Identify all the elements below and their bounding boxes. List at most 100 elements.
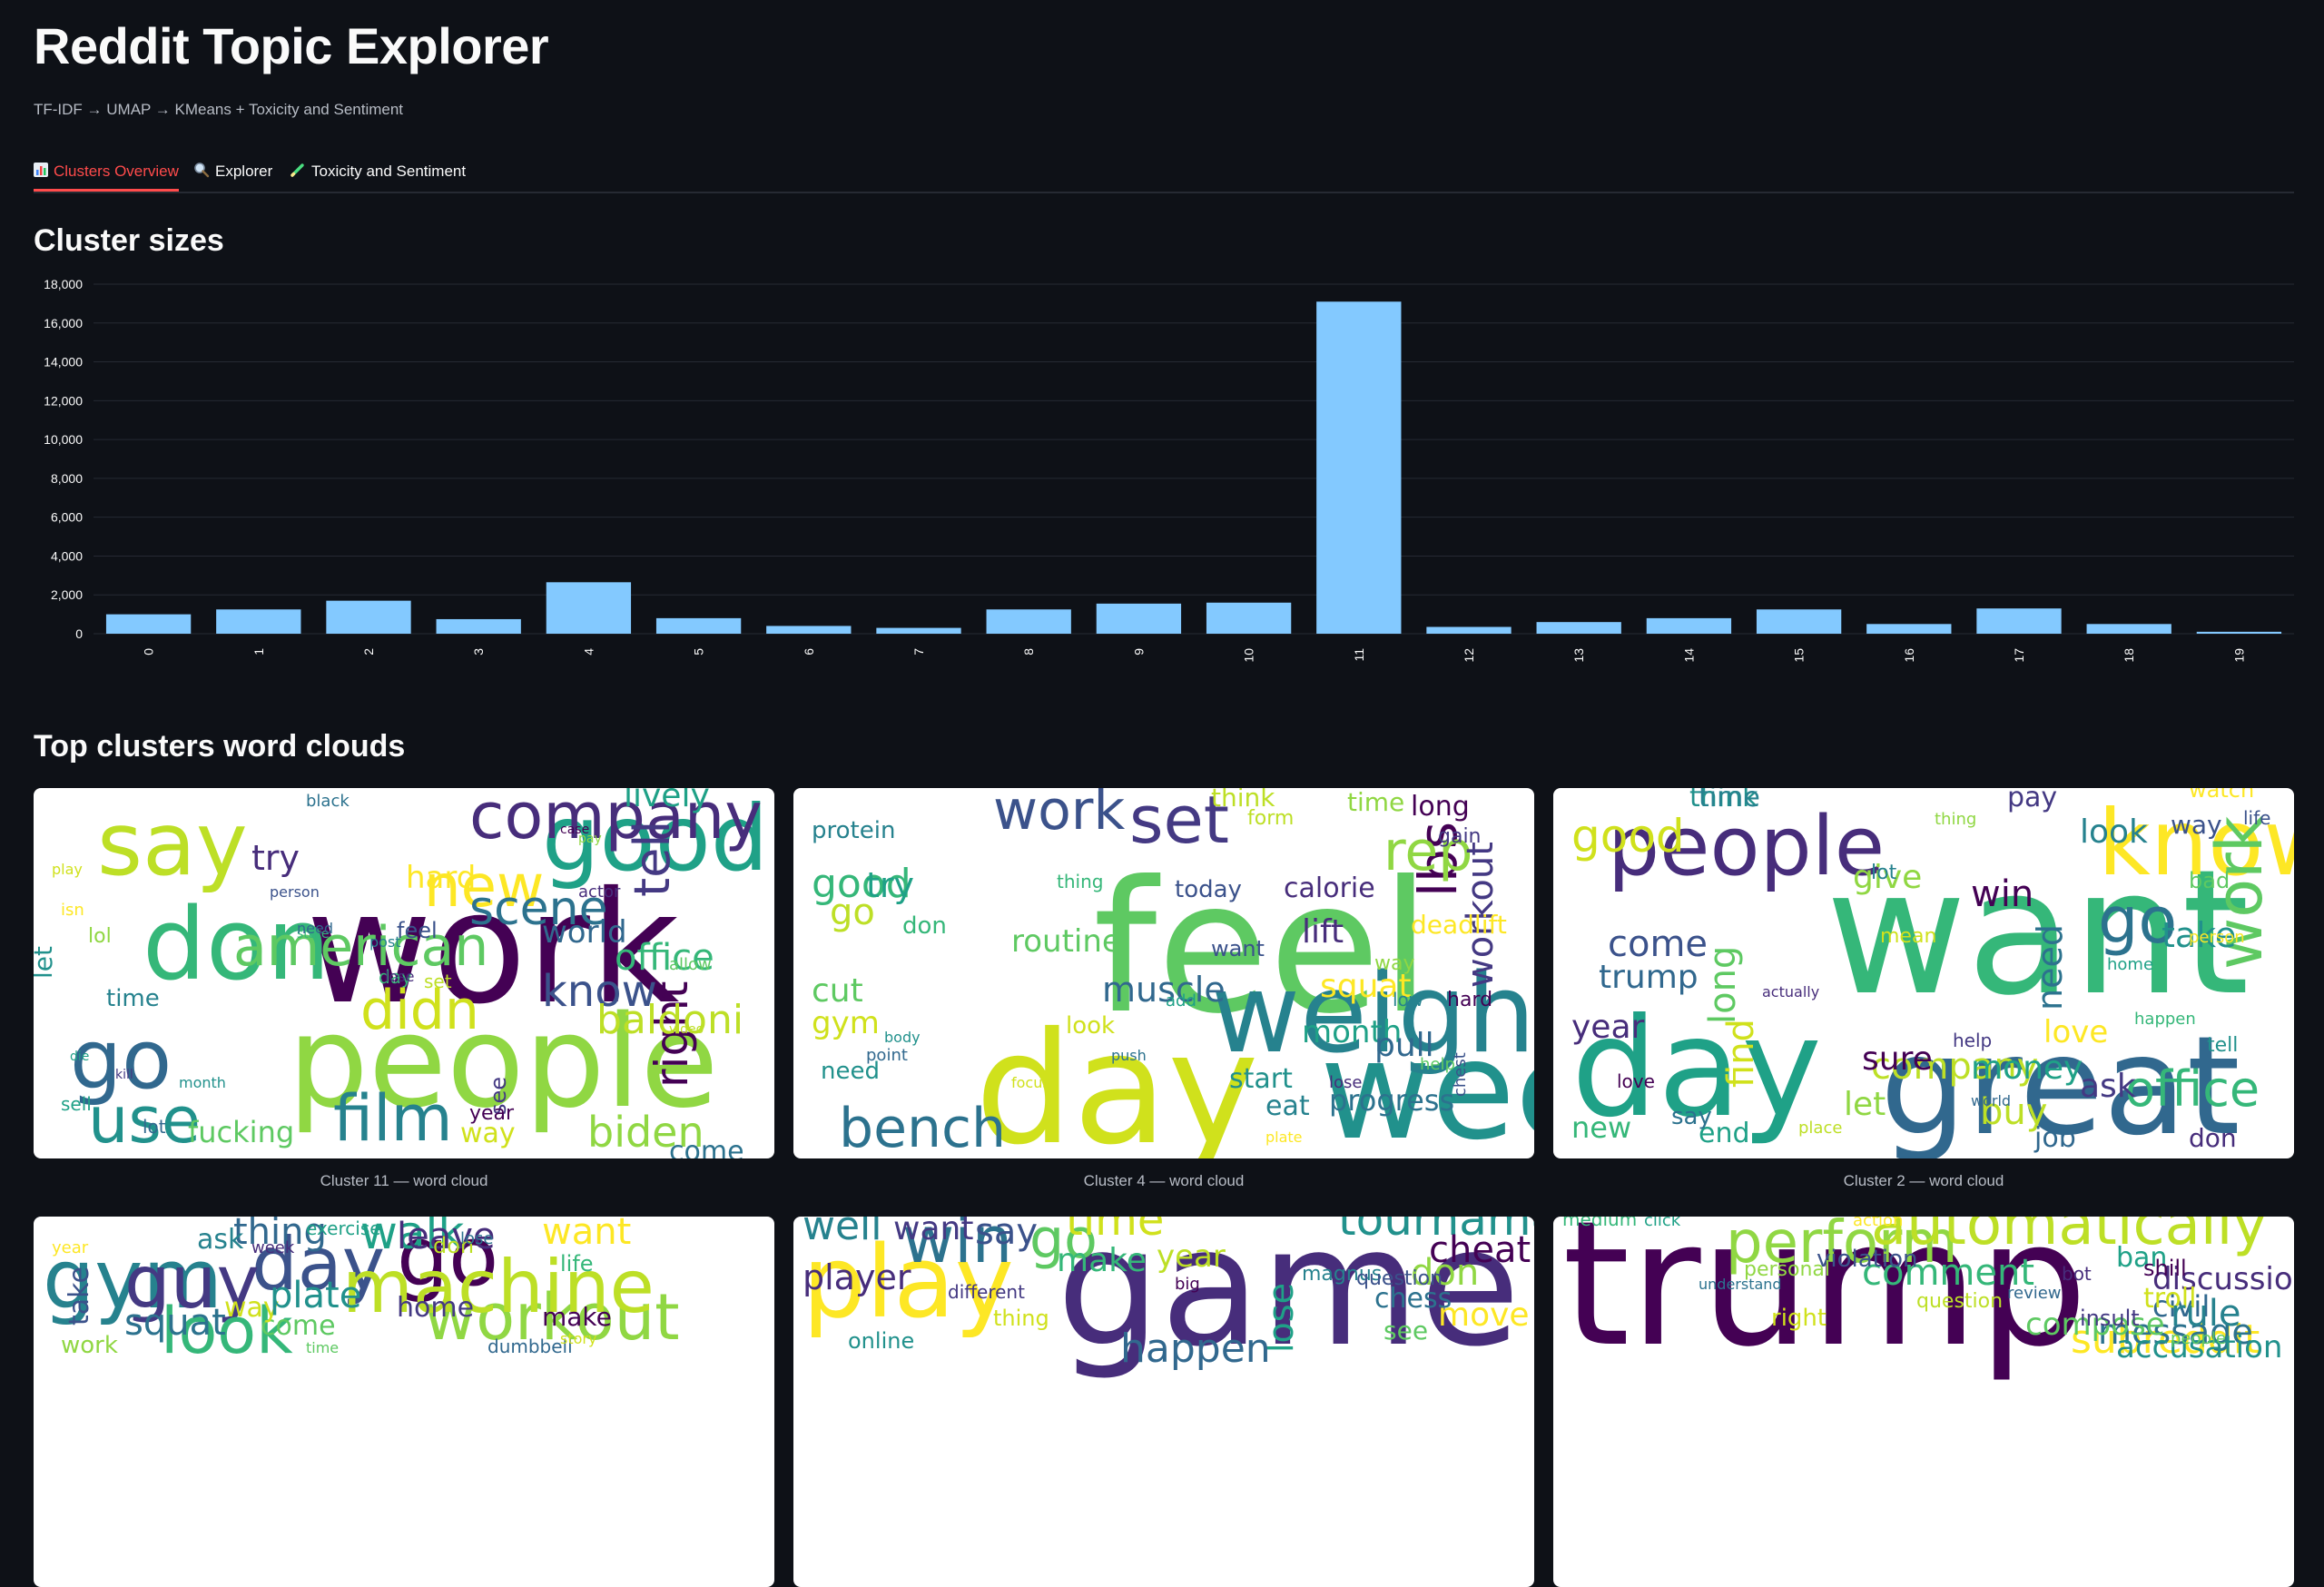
word-cloud-word: come — [1608, 923, 1708, 965]
word-cloud-word: dumbbell — [487, 1336, 573, 1357]
word-cloud-word: leave — [397, 1217, 496, 1257]
word-cloud-word: need — [821, 1058, 880, 1085]
word-cloud-word: time — [1699, 788, 1760, 813]
word-cloud-word: big — [1175, 1275, 1200, 1294]
word-cloud-word: want — [1211, 936, 1265, 961]
word-cloud-word: buy — [1980, 1091, 2047, 1133]
word-cloud-word: understand — [1699, 1276, 1782, 1293]
word-cloud-word: world — [1971, 1092, 2011, 1109]
word-cloud-word: good — [812, 861, 911, 907]
word-cloud-word: win — [1971, 873, 2034, 915]
x-tick-label: 14 — [1681, 648, 1696, 663]
word-cloud-word: lol — [88, 925, 112, 948]
word-cloud-word: week — [251, 1238, 295, 1257]
word-cloud-word: trump — [1562, 1217, 2088, 1385]
word-cloud-word: say — [97, 794, 248, 895]
bar-cluster-1 — [216, 609, 301, 634]
word-cloud-word: protein — [812, 817, 895, 844]
word-cloud-word: subreddit — [2071, 1316, 2260, 1363]
y-tick-label: 16,000 — [44, 316, 83, 330]
word-cloud-word: add — [1166, 991, 1196, 1010]
word-cloud-word: let — [1844, 1086, 1886, 1123]
word-cloud-word: lose — [385, 968, 414, 985]
word-cloud-word: tell — [624, 821, 681, 897]
word-cloud-word: money — [1971, 1050, 2083, 1087]
word-cloud-word: life — [2243, 807, 2270, 829]
bar-cluster-0 — [105, 614, 192, 634]
word-cloud-word: lose — [1329, 1073, 1362, 1092]
word-cloud-word: think — [1689, 788, 1758, 813]
word-cloud-word: person — [270, 883, 320, 901]
word-cloud-word: people — [288, 989, 719, 1137]
word-cloud-1: work people say don good go company new scene ame… — [34, 788, 774, 1158]
word-cloud-word: ask — [197, 1224, 244, 1256]
tab-toxicity-sentiment[interactable]: Toxicity and Sentiment — [290, 155, 466, 188]
bar-cluster-14 — [1646, 617, 1732, 634]
word-cloud-word: chess — [1374, 1283, 1452, 1315]
word-cloud-word: time — [1347, 788, 1404, 817]
word-cloud-word: lbs — [1407, 822, 1469, 897]
word-cloud-word: make — [542, 1302, 612, 1332]
word-cloud-word: didn — [360, 979, 479, 1042]
word-cloud-word: click — [1644, 1217, 1681, 1230]
magnifier-icon — [193, 162, 210, 182]
y-tick-label: 4,000 — [51, 548, 83, 563]
section-title-word-clouds: Top clusters word clouds — [34, 729, 406, 764]
cluster-sizes-chart: 0 2,000 4,000 6,000 8,000 10,000 12,000 14,000 1… — [44, 277, 2294, 663]
word-cloud-word: great — [1880, 1008, 2240, 1158]
tab-clusters-overview[interactable]: Clusters Overview — [34, 155, 179, 192]
word-cloud-word: point — [866, 1046, 908, 1065]
bar-cluster-4 — [546, 582, 632, 634]
word-cloud-word: scene — [469, 882, 608, 936]
word-cloud-word: happen — [1120, 1326, 1271, 1372]
word-cloud-word: action — [1853, 1217, 1903, 1230]
word-cloud-word: day — [251, 1222, 385, 1306]
word-cloud-word: sure — [1862, 1040, 1933, 1078]
word-cloud-6: trump perform automatically comment ban civil… — [1553, 1217, 2294, 1587]
word-cloud-word: company — [469, 788, 763, 853]
word-cloud-word: muscle — [1102, 970, 1226, 1010]
word-cloud-word: allow — [669, 955, 712, 974]
word-cloud-word: help — [1420, 1055, 1455, 1074]
word-cloud-word: end — [1699, 1118, 1750, 1149]
tab-label: Explorer — [215, 163, 273, 180]
word-cloud-word: right — [645, 981, 698, 1088]
word-cloud-word: think — [1211, 788, 1275, 813]
word-cloud-word: ask — [2080, 1068, 2136, 1105]
word-cloud-word: discussion — [2152, 1261, 2294, 1297]
word-cloud-word: calorie — [1284, 872, 1375, 904]
word-cloud-word: office — [615, 937, 714, 979]
word-cloud-word: baldoni — [596, 997, 743, 1043]
word-cloud-word: push — [1111, 1047, 1147, 1064]
word-cloud-word: case — [560, 823, 589, 837]
word-cloud-word: watch — [2189, 788, 2254, 803]
word-cloud-word: year — [1571, 1009, 1645, 1046]
word-cloud-word: use — [88, 1083, 201, 1158]
bar-cluster-6 — [766, 626, 852, 634]
word-cloud-word: go — [1029, 1217, 1098, 1271]
word-cloud-caption: Cluster 11 — word cloud — [320, 1172, 488, 1189]
x-tick-label: 0 — [142, 648, 156, 656]
word-cloud-word: job — [2034, 1122, 2076, 1154]
x-tick-label: 10 — [1242, 648, 1256, 663]
word-cloud-word: game — [1057, 1217, 1521, 1383]
word-cloud-word: come — [261, 1310, 336, 1342]
word-cloud-word: new — [424, 853, 544, 921]
word-cloud-word: need — [2030, 924, 2070, 1010]
x-tick-label: 19 — [2231, 648, 2246, 663]
tab-label: Toxicity and Sentiment — [311, 163, 467, 180]
x-tick-label: 9 — [1131, 648, 1146, 656]
word-cloud-word: compose — [2025, 1306, 2165, 1343]
tab-explorer[interactable]: Explorer — [193, 155, 272, 188]
word-cloud-word: love — [1617, 1070, 1655, 1092]
word-cloud-word: black — [306, 792, 350, 811]
tab-bar: Clusters Overview Explorer Toxicity and … — [34, 150, 2294, 193]
word-cloud-word: medium — [1562, 1217, 1637, 1230]
word-cloud-word: workout — [1460, 842, 1502, 988]
